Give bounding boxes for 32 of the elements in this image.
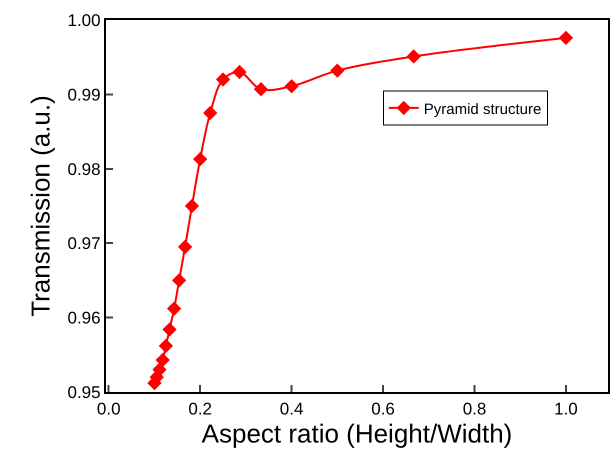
x-axis-title: Aspect ratio (Height/Width) (202, 418, 512, 448)
point (254, 82, 268, 96)
point (406, 49, 421, 64)
y-tick-label: 1.00 (68, 10, 101, 30)
y-tick-label: 0.96 (68, 308, 101, 328)
x-tick-label: 0.0 (96, 399, 121, 418)
y-tick-label: 0.97 (68, 234, 101, 254)
x-tick-label: 0.8 (462, 399, 486, 418)
point (330, 63, 344, 78)
point (158, 338, 174, 354)
point (216, 72, 230, 87)
point (172, 273, 186, 288)
x-tick-label: 0.6 (371, 399, 395, 418)
point (156, 352, 170, 368)
point (284, 79, 299, 94)
point (162, 322, 177, 337)
point (152, 362, 167, 377)
point (166, 302, 182, 316)
x-tick-label: 0.2 (188, 399, 212, 418)
legend-label: Pyramid structure (424, 100, 542, 118)
y-tick-label: 0.98 (68, 160, 101, 179)
y-tick-label: 0.95 (68, 382, 101, 402)
point (193, 152, 208, 166)
x-tick-label: 0.4 (280, 399, 304, 418)
point (232, 64, 247, 80)
y-tick-label: 0.99 (68, 85, 101, 104)
point (203, 106, 218, 120)
point (558, 30, 574, 46)
point (184, 198, 200, 214)
point (178, 240, 192, 254)
y-axis-title: Transmission (a.u.) (25, 95, 56, 317)
x-tick-label: 1.0 (554, 399, 578, 418)
